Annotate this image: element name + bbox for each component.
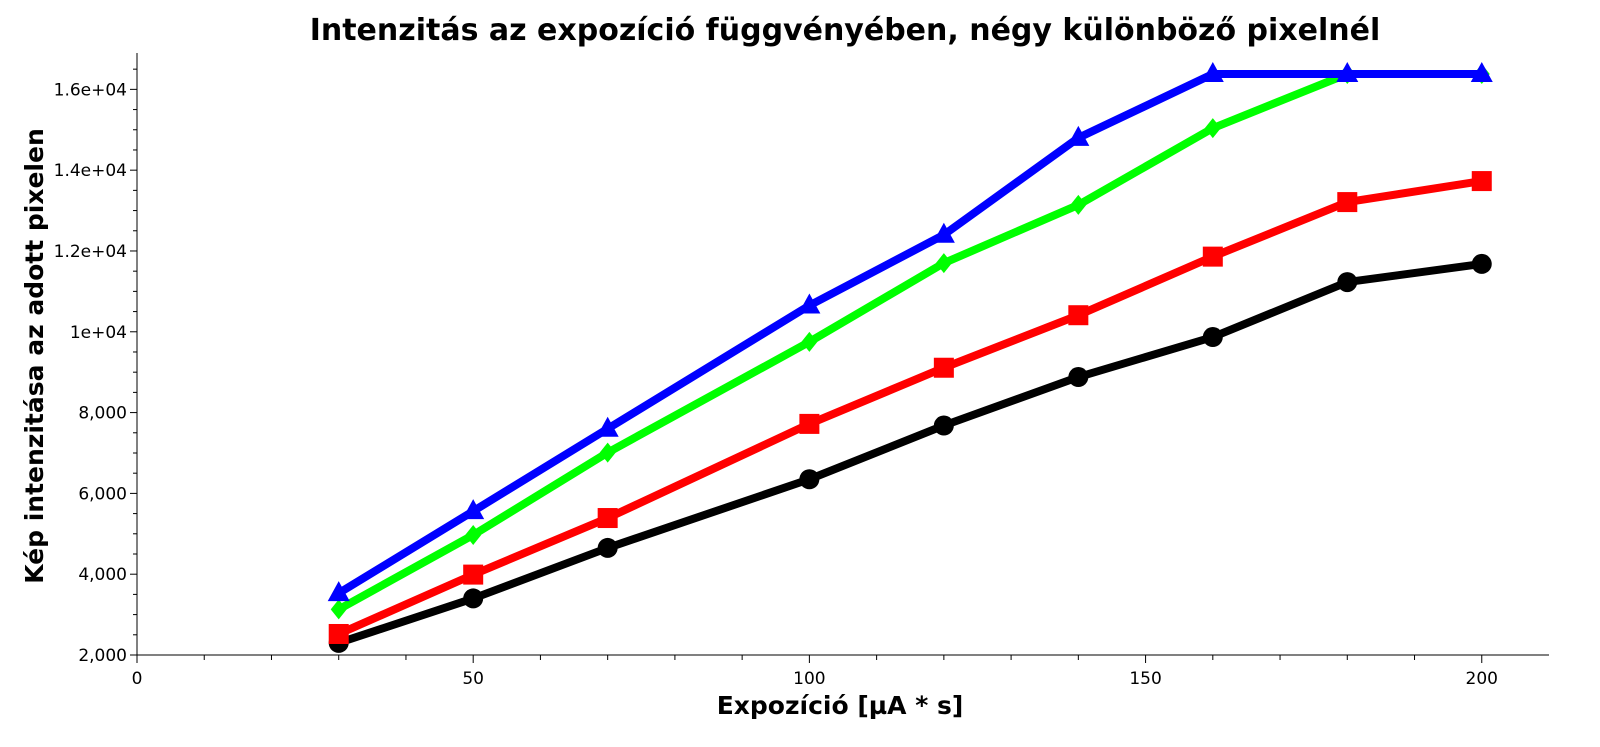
series-4-point	[1336, 62, 1359, 83]
series-1-point	[799, 469, 820, 490]
y-tick-label: 1.4e+04	[54, 161, 127, 181]
series-4-point	[462, 499, 485, 520]
series-4-point	[327, 581, 350, 602]
ticks: 0 50 100 150 200 2,000 4,000 6,000 8,000 1e+04 1.2…	[54, 68, 1498, 689]
series-2-point	[799, 413, 820, 434]
series-1-point	[463, 588, 484, 609]
series-1-point	[1202, 327, 1223, 348]
series-4-point	[798, 293, 821, 314]
series-2-point	[463, 564, 484, 585]
y-tick-label: 8,000	[78, 404, 127, 424]
series-3-point	[935, 253, 952, 274]
x-tick-label: 150	[1129, 669, 1161, 689]
series-3-point	[1070, 194, 1087, 215]
series-2-point	[597, 508, 618, 529]
x-tick-label: 200	[1466, 669, 1498, 689]
y-tick-label: 4,000	[78, 565, 127, 585]
series-2-point	[1471, 171, 1492, 192]
series-group	[327, 62, 1493, 653]
chart-title: Intenzitás az expozíció függvényében, né…	[310, 13, 1381, 48]
y-tick-label: 1.2e+04	[54, 242, 127, 262]
x-tick-label: 50	[462, 669, 484, 689]
series-1-point	[1068, 367, 1089, 388]
series-2-point	[1068, 305, 1089, 326]
y-tick-label: 2,000	[78, 646, 127, 666]
series-3-point	[801, 331, 818, 352]
series-3-line	[334, 70, 1486, 614]
y-axis-label: Kép intenzitása az adott pixelen	[20, 128, 49, 584]
series-4-point	[932, 222, 955, 243]
y-tick-label: 6,000	[78, 484, 127, 504]
series-1-line	[334, 259, 1486, 647]
series-1-point	[933, 415, 954, 436]
series-2-point	[1337, 192, 1358, 213]
series-3-point	[465, 525, 482, 546]
series-4-point	[596, 416, 619, 437]
series-4-point	[1201, 62, 1224, 83]
y-tick-label: 1.6e+04	[54, 80, 127, 100]
series-1-point	[597, 537, 618, 558]
series-4-point	[1067, 125, 1090, 146]
y-tick-label: 1e+04	[70, 323, 127, 343]
series-2-point	[933, 357, 954, 378]
series-2-point	[1202, 246, 1223, 267]
axes	[136, 53, 1549, 656]
series-3-point	[1204, 118, 1221, 139]
series-1-point	[1337, 272, 1358, 293]
x-axis-label: Expozíció [µA * s]	[717, 691, 964, 720]
x-tick-label: 100	[793, 669, 825, 689]
x-tick-label: 0	[132, 669, 143, 689]
series-1-point	[1471, 253, 1492, 274]
series-4-point	[1470, 62, 1493, 83]
series-2-point	[328, 623, 349, 644]
series-3-point	[330, 599, 347, 620]
series-3-point	[599, 442, 616, 463]
